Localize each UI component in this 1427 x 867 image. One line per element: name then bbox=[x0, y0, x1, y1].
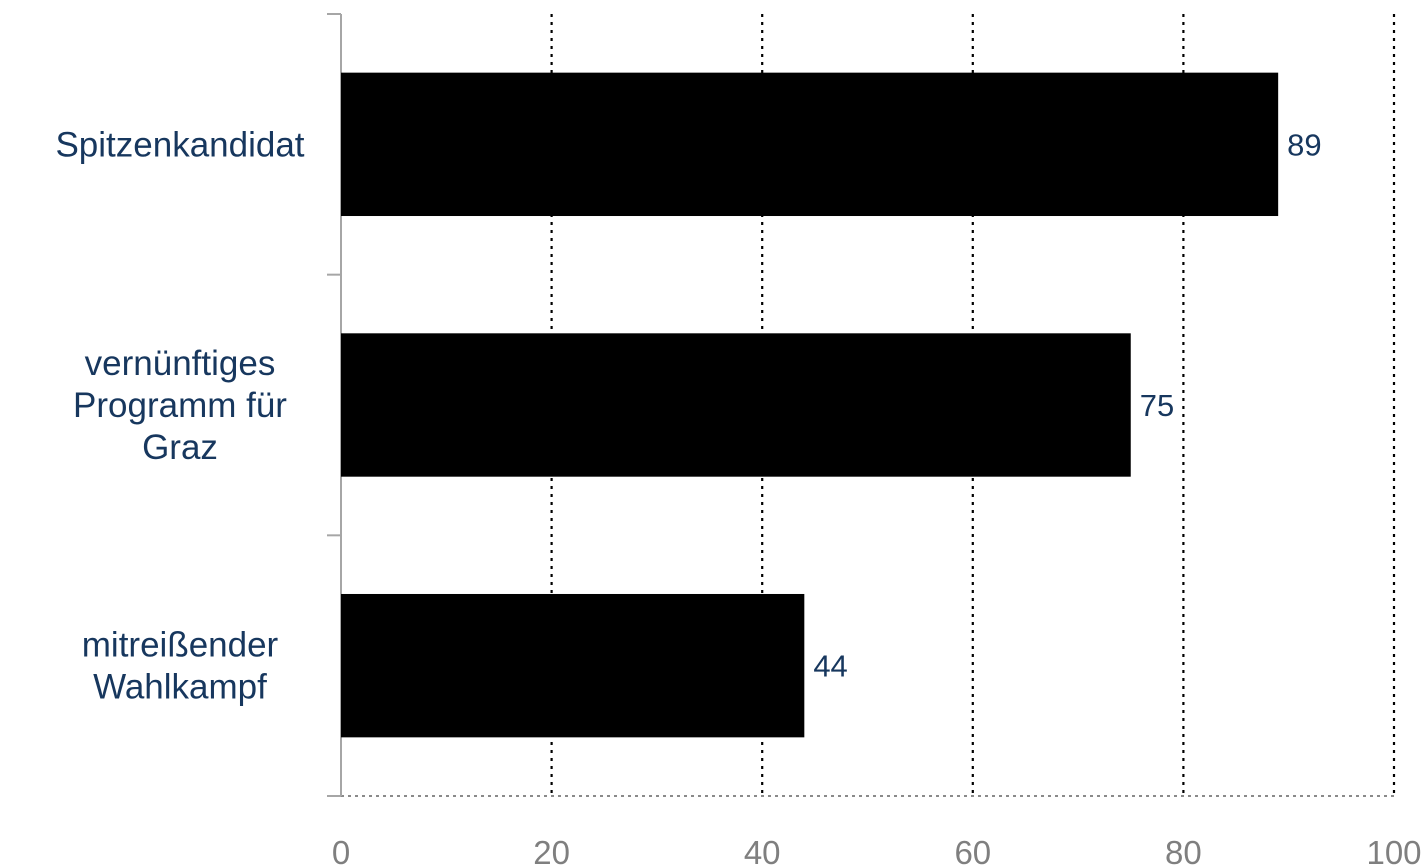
bar-1 bbox=[341, 333, 1131, 477]
x-tick-label-0: 0 bbox=[332, 834, 350, 867]
category-label-line: vernünftiges bbox=[85, 344, 276, 383]
data-label-1: 75 bbox=[1140, 388, 1174, 423]
bar-0 bbox=[341, 72, 1279, 217]
category-label-1: vernünftiges Programm für Graz bbox=[73, 344, 287, 467]
category-label-line: Graz bbox=[142, 428, 218, 467]
category-label-line: Spitzenkandidat bbox=[55, 125, 304, 164]
x-tick-label-80: 80 bbox=[1165, 834, 1202, 867]
category-label-0: Spitzenkandidat bbox=[55, 125, 304, 164]
data-label-2: 44 bbox=[813, 649, 847, 684]
x-tick-label-40: 40 bbox=[744, 834, 781, 867]
data-label-0: 89 bbox=[1287, 127, 1321, 162]
category-label-line: Wahlkampf bbox=[93, 668, 267, 707]
x-tick-label-100: 100 bbox=[1366, 834, 1421, 867]
x-tick-label-60: 60 bbox=[954, 834, 991, 867]
category-label-2: mitreißender Wahlkampf bbox=[82, 626, 279, 707]
x-tick-label-20: 20 bbox=[533, 834, 570, 867]
category-label-line: mitreißender bbox=[82, 626, 279, 665]
category-label-line: Programm für bbox=[73, 386, 287, 425]
bar-2 bbox=[341, 593, 805, 738]
